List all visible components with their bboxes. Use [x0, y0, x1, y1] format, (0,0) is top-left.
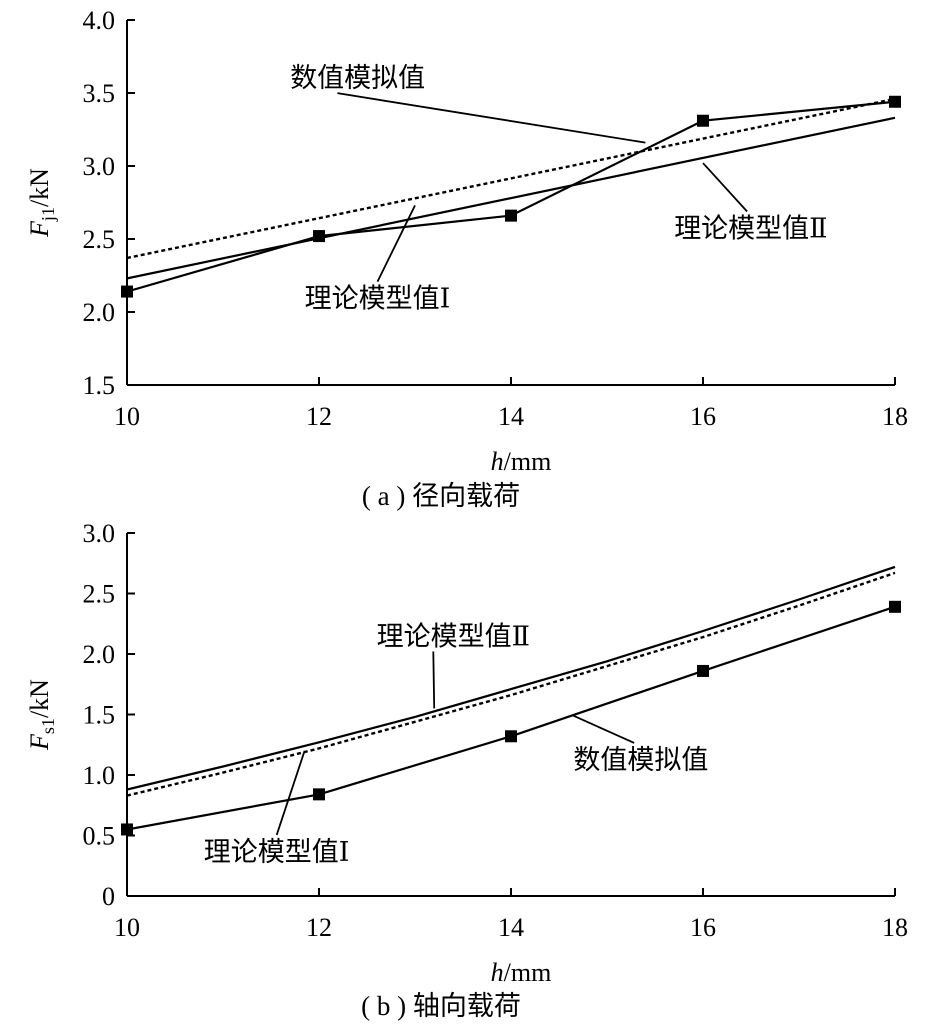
- chart-a-radial-load: 10 12 14 16 18 1.5 2.0 2.5 3.0 3.5 4.0 h/mm Fj1/kN ( …: [25, 6, 908, 511]
- chart-b-data-point: [121, 823, 133, 836]
- chart-b-series-line-1: [126, 565, 896, 791]
- chart-b-annotation-label: 理论模型值Ⅱ: [377, 622, 530, 652]
- chart-b-y-tick-label: 2.0: [83, 640, 116, 669]
- chart-a-y-tick-label: 3.5: [83, 79, 116, 108]
- chart-a-x-axis-label: h/mm: [491, 447, 552, 476]
- chart-b-x-axis-label: h/mm: [491, 958, 552, 987]
- chart-b-data-point: [505, 730, 517, 743]
- chart-a-annotation-label: 理论模型值Ⅱ: [674, 214, 827, 244]
- chart-a-y-axis-label: Fj1/kN: [25, 168, 58, 238]
- chart-b-x-tick-label: 18: [882, 913, 908, 942]
- chart-a-y-tick-label: 1.5: [83, 371, 116, 400]
- chart-a-series-line-1: [126, 97, 896, 260]
- chart-a-x-tick-label: 10: [114, 402, 140, 431]
- chart-b-y-tick-label: 1.5: [83, 701, 116, 730]
- chart-a-annotation-leader: [702, 162, 748, 213]
- chart-b-y-axis-label: Fs1/kN: [25, 679, 58, 751]
- chart-a-annotation-label: 数值模拟值: [290, 63, 425, 93]
- chart-b-caption: ( b ) 轴向载荷: [361, 991, 521, 1021]
- chart-a-data-point: [505, 209, 517, 222]
- chart-b-data-point: [313, 788, 325, 801]
- chart-b-y-tick-label: 3.0: [83, 519, 116, 548]
- chart-b-annotation-leader: [432, 651, 436, 709]
- chart-b-x-tick-label: 16: [690, 913, 716, 942]
- chart-a-data-point: [697, 114, 709, 127]
- chart-a-series-line-2: [126, 116, 896, 280]
- chart-a-x-tick-label: 12: [306, 402, 332, 431]
- chart-a-x-tick-label: 14: [498, 402, 524, 431]
- chart-a-y-tick-label: 2.5: [83, 225, 116, 254]
- chart-b-data-point: [697, 664, 709, 677]
- chart-a-y-tick-label: 4.0: [83, 6, 116, 35]
- chart-a-annotation-leader: [337, 92, 646, 144]
- chart-a-caption: ( a ) 径向载荷: [362, 481, 520, 511]
- chart-b-y-tick-label: 0.5: [83, 822, 116, 851]
- chart-a-x-tick-label: 16: [690, 402, 716, 431]
- chart-a-annotation-leader: [376, 205, 416, 283]
- chart-b-annotation-label: 数值模拟值: [573, 745, 708, 775]
- chart-a-data-point: [313, 230, 325, 243]
- chart-a-data-point: [889, 95, 901, 108]
- chart-a-y-tick-label: 2.0: [83, 298, 116, 327]
- chart-b-y-tick-label: 0: [102, 882, 115, 911]
- chart-b-y-tick-label: 2.5: [83, 580, 116, 609]
- chart-a-y-tick-label: 3.0: [83, 152, 116, 181]
- chart-b-x-tick-label: 10: [114, 913, 140, 942]
- chart-b-annotation-label: 理论模型值Ⅰ: [204, 837, 350, 867]
- chart-b-axial-load: 10 12 14 16 18 0 0.5 1.0 1.5 2.0 2.5 3.0 h/mm Fs1/kN (…: [25, 519, 908, 1021]
- chart-b-y-tick-label: 1.0: [83, 761, 116, 790]
- chart-b-x-tick-label: 12: [306, 913, 332, 942]
- chart-b-annotation-leader: [275, 750, 306, 836]
- chart-a-series-line-0: [126, 100, 896, 293]
- chart-a-data-point: [121, 285, 133, 298]
- chart-a-annotation-label: 理论模型值Ⅰ: [305, 284, 451, 314]
- chart-b-x-tick-label: 14: [498, 913, 524, 942]
- chart-b-annotation-leader: [573, 714, 635, 744]
- chart-a-x-tick-label: 18: [882, 402, 908, 431]
- chart-b-data-point: [889, 600, 901, 613]
